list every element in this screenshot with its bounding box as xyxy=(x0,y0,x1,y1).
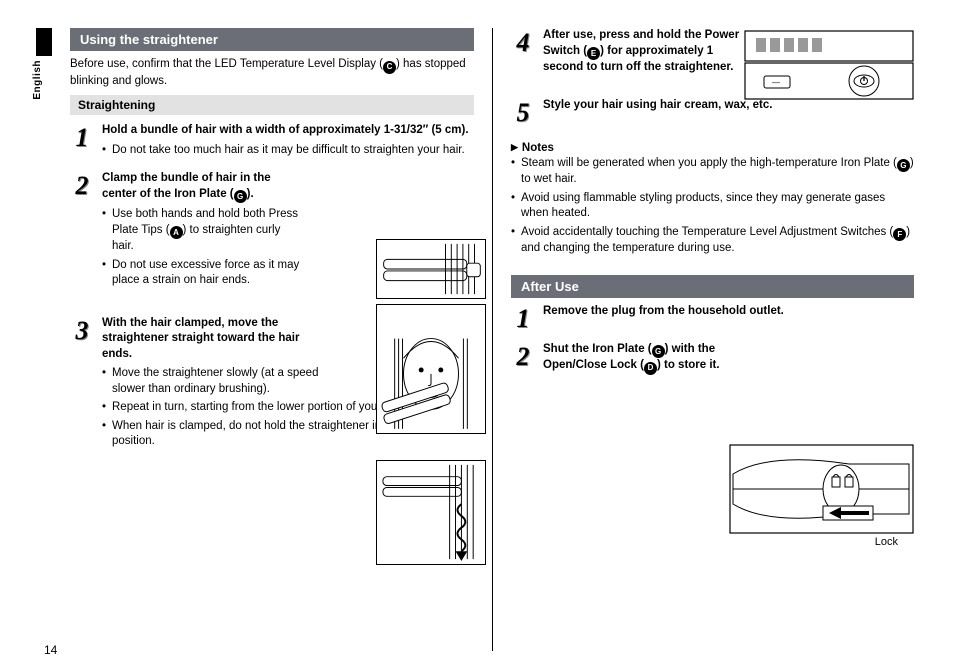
section-heading-using: Using the straightener xyxy=(70,28,474,51)
ref-a-icon: A xyxy=(170,226,183,239)
a2-pre: Shut the Iron Plate ( xyxy=(543,343,652,355)
step-number-1: 1 xyxy=(70,123,94,161)
ref-e-icon: E xyxy=(587,47,600,60)
note-3: Avoid accidentally touching the Temperat… xyxy=(511,225,914,257)
step-1: 1 Hold a bundle of hair with a width of … xyxy=(70,123,474,161)
after-step-number-1: 1 xyxy=(511,304,535,332)
n1-pre: Steam will be generated when you apply t… xyxy=(521,157,897,169)
step2-title: Clamp the bundle of hair in the center o… xyxy=(102,171,302,203)
ref-g-icon: G xyxy=(234,190,247,203)
step3-bullet1: Move the straightener slowly (at a speed… xyxy=(102,366,322,397)
intro-pre: Before use, confirm that the LED Tempera… xyxy=(70,58,383,70)
step1-bullet1: Do not take too much hair as it may be d… xyxy=(102,143,474,159)
step2-bullet2: Do not use excessive force as it may pla… xyxy=(102,258,302,289)
language-side-label: English xyxy=(32,60,43,100)
step-number-2: 2 xyxy=(70,171,94,292)
note-1: Steam will be generated when you apply t… xyxy=(511,156,914,188)
step2-title-post: ). xyxy=(247,188,254,200)
illustration-power-switch: — xyxy=(744,30,914,100)
step4-title: After use, press and hold the Power Swit… xyxy=(543,28,743,76)
illustration-straightener-top xyxy=(376,239,486,299)
after1-title: Remove the plug from the household outle… xyxy=(543,304,914,320)
note-2: Avoid using flammable styling products, … xyxy=(511,191,914,222)
after2-title: Shut the Iron Plate (G) with the Open/Cl… xyxy=(543,342,728,375)
ref-c-icon: C xyxy=(383,61,396,74)
step-number-4: 4 xyxy=(511,28,535,80)
left-column: Using the straightener Before use, confi… xyxy=(70,28,492,651)
a2-post: ) to store it. xyxy=(657,359,720,371)
illustration-lock xyxy=(729,444,914,539)
step-number-3: 3 xyxy=(70,316,94,453)
after-step-1: 1 Remove the plug from the household out… xyxy=(511,304,914,332)
ref-g2-icon: G xyxy=(897,159,910,172)
lock-label: Lock xyxy=(875,536,898,548)
right-column: 4 After use, press and hold the Power Sw… xyxy=(492,28,914,651)
step3-title: With the hair clamped, move the straight… xyxy=(102,316,322,363)
step2-bullet1: Use both hands and hold both Press Plate… xyxy=(102,207,302,255)
step-number-5: 5 xyxy=(511,98,535,126)
n3-pre: Avoid accidentally touching the Temperat… xyxy=(521,226,893,238)
ref-g3-icon: G xyxy=(652,345,665,358)
notes-heading: Notes xyxy=(511,142,914,154)
section-heading-after-use: After Use xyxy=(511,275,914,298)
ref-f-icon: F xyxy=(893,228,906,241)
ref-d-icon: D xyxy=(644,362,657,375)
step1-title: Hold a bundle of hair with a width of ap… xyxy=(102,123,474,139)
after-step-number-2: 2 xyxy=(511,342,535,379)
page-number: 14 xyxy=(44,643,57,657)
after-step-2: 2 Shut the Iron Plate (G) with the Open/… xyxy=(511,342,914,379)
sub-heading-straightening: Straightening xyxy=(70,95,474,115)
intro-text: Before use, confirm that the LED Tempera… xyxy=(70,57,474,89)
illustration-move-down xyxy=(376,460,486,565)
illustration-face-usage xyxy=(376,304,486,434)
side-tab xyxy=(36,28,52,56)
svg-text:—: — xyxy=(772,78,780,87)
step-5: 5 Style your hair using hair cream, wax,… xyxy=(511,98,914,126)
